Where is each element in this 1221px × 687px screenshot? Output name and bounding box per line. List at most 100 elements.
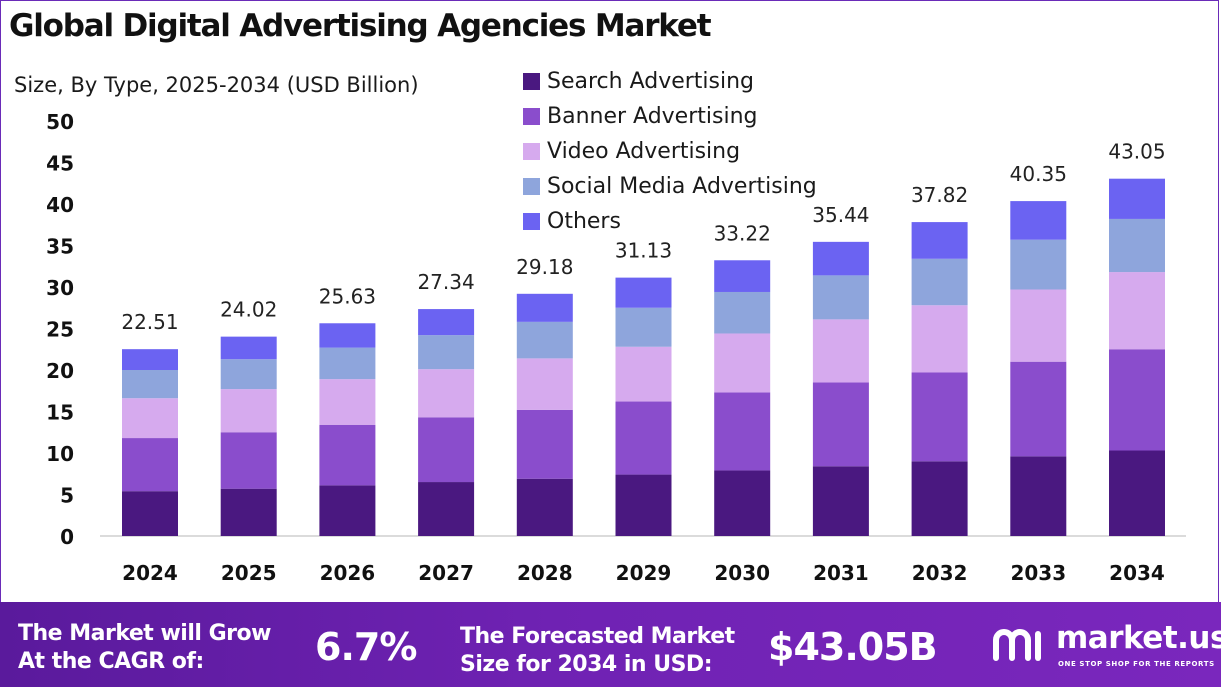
x-tick-label: 2033 bbox=[1010, 561, 1066, 585]
bar-segment-video-advertising bbox=[615, 346, 672, 402]
bar-segment-search-advertising bbox=[812, 466, 869, 536]
bar-segment-banner-advertising bbox=[220, 432, 277, 489]
bar-segment-search-advertising bbox=[714, 470, 771, 536]
legend-swatch-banner bbox=[523, 108, 540, 125]
bar-segment-banner-advertising bbox=[615, 401, 672, 475]
y-tick-label: 45 bbox=[46, 152, 74, 176]
y-tick-label: 50 bbox=[46, 110, 74, 134]
bar-segment-video-advertising bbox=[911, 305, 968, 373]
bar-segment-search-advertising bbox=[319, 485, 376, 536]
bar-segment-search-advertising bbox=[1109, 450, 1165, 536]
bar-segment-social-media-advertising bbox=[516, 321, 573, 359]
chart-frame bbox=[0, 0, 1219, 602]
bar-segment-banner-advertising bbox=[418, 417, 475, 483]
bar-segment-social-media-advertising bbox=[122, 370, 178, 399]
x-tick-label: 2034 bbox=[1109, 561, 1165, 585]
bar-segment-others bbox=[220, 336, 277, 360]
cagr-label: The Market will Grow At the CAGR of: bbox=[18, 620, 271, 676]
bar-segment-banner-advertising bbox=[516, 409, 573, 479]
bar-segment-video-advertising bbox=[1010, 289, 1067, 362]
x-tick-label: 2031 bbox=[813, 561, 869, 585]
bar-segment-video-advertising bbox=[122, 398, 178, 439]
legend-item: Search Advertising bbox=[523, 64, 817, 99]
brand-tagline: ONE STOP SHOP FOR THE REPORTS bbox=[1058, 660, 1215, 668]
bar-segment-social-media-advertising bbox=[812, 275, 869, 320]
bar-total-label: 37.82 bbox=[911, 183, 968, 207]
bar-segment-others bbox=[418, 309, 475, 336]
bar-segment-others bbox=[122, 349, 178, 370]
market-us-logo: market.us ONE STOP SHOP FOR THE REPORTS bbox=[992, 616, 1221, 676]
bar-segment-search-advertising bbox=[122, 491, 178, 536]
forecast-label-line-2: Size for 2034 in USD: bbox=[460, 652, 712, 677]
bar-segment-social-media-advertising bbox=[911, 258, 968, 306]
x-tick-label: 2029 bbox=[616, 561, 672, 585]
bar-segment-search-advertising bbox=[418, 482, 475, 536]
bar-total-label: 31.13 bbox=[615, 239, 672, 263]
chart-title: Global Digital Advertising Agencies Mark… bbox=[9, 8, 712, 44]
x-tick-label: 2026 bbox=[320, 561, 376, 585]
bar-segment-social-media-advertising bbox=[1010, 239, 1067, 290]
cagr-label-line-2: At the CAGR of: bbox=[18, 649, 204, 674]
legend-item: Banner Advertising bbox=[523, 99, 817, 134]
legend-item: Others bbox=[523, 204, 817, 239]
bar-segment-search-advertising bbox=[911, 461, 968, 536]
bar-segment-banner-advertising bbox=[812, 382, 869, 467]
bar-total-label: 29.18 bbox=[516, 255, 573, 279]
cagr-value: 6.7% bbox=[315, 625, 417, 669]
brand-name: market.us bbox=[1056, 620, 1221, 656]
footer-banner: The Market will Grow At the CAGR of: 6.7… bbox=[0, 602, 1221, 687]
legend: Search Advertising Banner Advertising Vi… bbox=[523, 64, 817, 239]
legend-swatch-video bbox=[523, 143, 540, 160]
cagr-label-line-1: The Market will Grow bbox=[18, 621, 271, 646]
legend-item: Video Advertising bbox=[523, 134, 817, 169]
bar-total-label: 22.51 bbox=[121, 310, 178, 334]
bar-segment-social-media-advertising bbox=[714, 291, 771, 334]
bar-segment-social-media-advertising bbox=[615, 307, 672, 347]
bar-segment-banner-advertising bbox=[1010, 361, 1067, 457]
bar-segment-banner-advertising bbox=[1109, 349, 1165, 451]
bar-segment-banner-advertising bbox=[122, 438, 178, 492]
y-tick-label: 40 bbox=[46, 193, 74, 217]
bar-segment-video-advertising bbox=[418, 369, 475, 418]
bar-total-label: 25.63 bbox=[319, 284, 376, 308]
x-tick-label: 2032 bbox=[912, 561, 968, 585]
y-tick-label: 10 bbox=[46, 442, 74, 466]
legend-swatch-social bbox=[523, 178, 540, 195]
bar-segment-others bbox=[319, 323, 376, 348]
bar-segment-video-advertising bbox=[1109, 272, 1165, 350]
bar-segment-others bbox=[615, 277, 672, 308]
y-tick-label: 5 bbox=[60, 484, 74, 508]
bar-segment-search-advertising bbox=[220, 488, 277, 536]
y-tick-label: 0 bbox=[60, 525, 74, 549]
bar-segment-others bbox=[812, 241, 869, 276]
forecast-value: $43.05B bbox=[768, 625, 938, 669]
bar-segment-video-advertising bbox=[319, 379, 376, 425]
bar-total-label: 43.05 bbox=[1108, 140, 1165, 164]
bar-segment-others bbox=[911, 222, 968, 259]
bar-segment-others bbox=[516, 293, 573, 322]
y-tick-label: 15 bbox=[46, 401, 74, 425]
forecast-label-line-1: The Forecasted Market bbox=[460, 624, 735, 649]
legend-label: Search Advertising bbox=[547, 69, 755, 94]
bar-segment-video-advertising bbox=[812, 319, 869, 383]
legend-label: Video Advertising bbox=[547, 139, 741, 164]
x-tick-label: 2025 bbox=[221, 561, 277, 585]
legend-item: Social Media Advertising bbox=[523, 169, 817, 204]
bar-segment-social-media-advertising bbox=[220, 359, 277, 390]
bar-segment-others bbox=[714, 260, 771, 292]
market-us-logo-icon bbox=[993, 629, 1041, 661]
legend-swatch-search bbox=[523, 73, 540, 90]
bar-segment-video-advertising bbox=[220, 389, 277, 433]
x-tick-label: 2030 bbox=[714, 561, 770, 585]
bar-segment-social-media-advertising bbox=[418, 335, 475, 370]
bar-segment-search-advertising bbox=[516, 478, 573, 536]
legend-swatch-others bbox=[523, 213, 540, 230]
stacked-bar-chart: 0510152025303540455022.51202424.02202525… bbox=[46, 110, 1186, 585]
legend-label: Others bbox=[547, 209, 621, 234]
chart-subtitle: Size, By Type, 2025-2034 (USD Billion) bbox=[14, 73, 419, 97]
bar-segment-others bbox=[1109, 178, 1165, 219]
x-tick-label: 2028 bbox=[517, 561, 573, 585]
bar-segment-search-advertising bbox=[1010, 456, 1067, 536]
bar-segment-banner-advertising bbox=[911, 372, 968, 462]
legend-label: Social Media Advertising bbox=[547, 174, 817, 199]
